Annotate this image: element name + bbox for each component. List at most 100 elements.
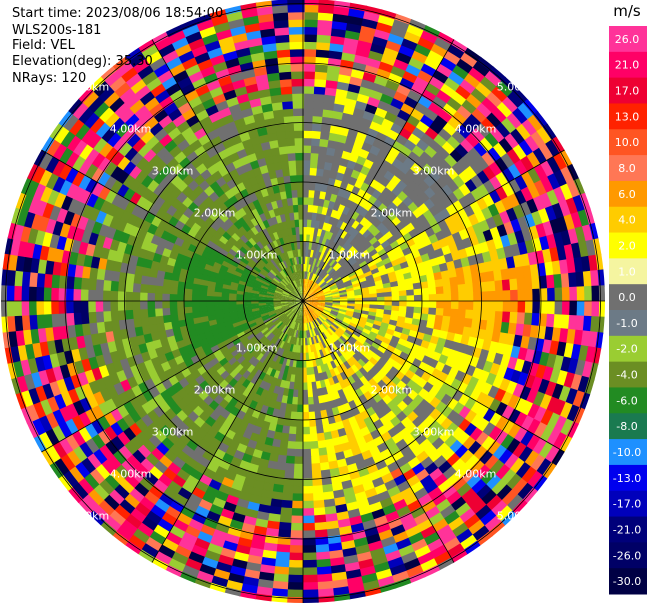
- velocity-cell: [333, 5, 351, 17]
- velocity-cell: [383, 305, 393, 311]
- velocity-cell: [440, 323, 450, 333]
- velocity-cell: [480, 291, 489, 302]
- velocity-cell: [516, 312, 526, 326]
- velocity-cell: [309, 294, 318, 299]
- colorbar-tick-label: -2.0: [616, 343, 637, 356]
- velocity-cell: [290, 63, 305, 72]
- velocity-cell: [321, 253, 328, 262]
- velocity-cell: [308, 305, 316, 311]
- velocity-cell: [323, 320, 331, 328]
- velocity-cell: [392, 196, 404, 208]
- velocity-cell: [378, 124, 392, 137]
- velocity-cell: [462, 151, 477, 167]
- velocity-cell: [424, 266, 435, 276]
- velocity-cell: [506, 494, 524, 512]
- velocity-cell: [325, 275, 333, 283]
- velocity-cell: [494, 157, 510, 173]
- velocity-cell: [329, 42, 345, 53]
- range-ring-label: 4.00km: [455, 468, 497, 481]
- velocity-cell: [377, 14, 397, 27]
- velocity-cell: [523, 374, 536, 390]
- velocity-cell: [306, 219, 312, 228]
- velocity-cell: [375, 334, 385, 343]
- velocity-cell: [448, 70, 466, 87]
- velocity-cell: [313, 310, 320, 318]
- velocity-cell: [303, 299, 311, 301]
- velocity-cell: [306, 271, 310, 280]
- velocity-cell: [375, 21, 394, 34]
- velocity-cell: [313, 284, 321, 292]
- velocity-cell: [306, 286, 311, 295]
- velocity-cell: [317, 316, 325, 324]
- velocity-cell: [478, 271, 488, 284]
- velocity-cell: [303, 226, 308, 235]
- velocity-cell: [482, 421, 497, 438]
- velocity-cell: [351, 279, 360, 286]
- velocity-cell: [476, 197, 489, 212]
- velocity-cell: [427, 314, 437, 323]
- velocity-cell: [539, 288, 548, 303]
- velocity-cell: [349, 258, 358, 267]
- velocity-cell: [336, 265, 344, 274]
- velocity-cell: [336, 219, 345, 229]
- start-time-label: Start time: 2023/08/06 18:54:00: [12, 6, 224, 21]
- velocity-cell: [347, 245, 357, 255]
- velocity-cell: [324, 264, 332, 273]
- velocity-cell: [304, 263, 308, 272]
- velocity-cell: [294, 219, 300, 228]
- velocity-cell: [369, 301, 378, 306]
- velocity-cell: [110, 309, 119, 322]
- velocity-cell: [301, 500, 314, 509]
- velocity-cell: [507, 91, 525, 109]
- velocity-cell: [511, 499, 528, 516]
- velocity-cell: [355, 325, 365, 332]
- velocity-cell: [316, 267, 322, 276]
- velocity-cell: [326, 317, 335, 324]
- velocity-cell: [360, 237, 370, 247]
- velocity-cell: [370, 327, 380, 335]
- velocity-cell: [306, 278, 311, 287]
- velocity-cell: [316, 306, 325, 311]
- range-ring-label: 2.00km: [194, 207, 236, 220]
- velocity-cell: [498, 137, 514, 155]
- velocity-cell: [292, 93, 305, 102]
- velocity-cell: [292, 471, 303, 480]
- velocity-cell: [521, 118, 538, 137]
- velocity-cell: [318, 259, 324, 269]
- velocity-cell: [501, 117, 518, 135]
- velocity-cell: [307, 306, 314, 313]
- velocity-cell: [505, 333, 516, 347]
- velocity-cell: [206, 305, 215, 312]
- velocity-cell: [505, 380, 518, 396]
- velocity-cell: [553, 314, 563, 330]
- velocity-cell: [296, 174, 304, 183]
- velocity-cell: [338, 310, 347, 316]
- velocity-cell: [292, 196, 299, 206]
- velocity-cell: [514, 174, 529, 192]
- velocity-cell: [303, 181, 310, 191]
- velocity-cell: [495, 185, 509, 202]
- velocity-cell: [340, 229, 349, 240]
- velocity-cell: [347, 324, 357, 332]
- velocity-cell: [320, 131, 331, 141]
- velocity-cell: [575, 315, 585, 332]
- velocity-cell: [319, 190, 327, 200]
- colorbar-unit-label: m/s: [613, 2, 641, 20]
- velocity-cell: [356, 322, 366, 329]
- velocity-cell: [357, 234, 367, 244]
- velocity-cell: [481, 206, 494, 221]
- velocity-cell: [347, 348, 356, 357]
- velocity-cell: [492, 444, 508, 461]
- velocity-cell: [375, 260, 385, 269]
- velocity-cell: [339, 296, 348, 300]
- velocity-cell: [324, 293, 333, 297]
- velocity-cell: [305, 278, 308, 287]
- velocity-cell: [399, 295, 408, 302]
- velocity-cell: [527, 336, 538, 352]
- velocity-cell: [95, 299, 104, 312]
- velocity-cell: [303, 285, 305, 294]
- velocity-cell: [289, 33, 305, 43]
- velocity-cell: [295, 419, 303, 428]
- velocity-cell: [475, 156, 490, 172]
- velocity-cell: [360, 263, 370, 272]
